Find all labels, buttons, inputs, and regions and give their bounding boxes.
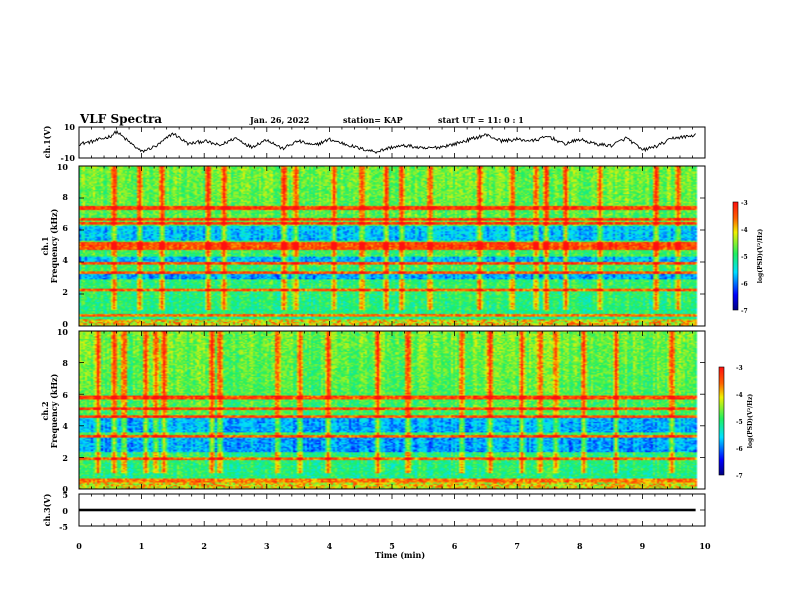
ch3-waveform-ticks	[78, 493, 706, 527]
ch2-spectrogram-ylabel-frequency: Frequency (kHz)	[49, 373, 59, 448]
time-tick-5: 5	[389, 541, 395, 551]
time-axis-tick-labels: 0 1 2 3 4 5 6 7 8 9 10	[76, 541, 711, 551]
ch1-cb-tick-m5: -5	[741, 254, 748, 261]
station-label: station= KAP	[343, 115, 403, 125]
start-time-label: start UT = 11: 0 : 1	[438, 115, 524, 125]
ch2-freq-tick-6: 6	[62, 390, 68, 400]
ch1-freq-tick-8: 8	[62, 192, 68, 202]
ch2-colorbar: -3 -4 -5 -6 -7 log(PSD)(V²/Hz)	[718, 365, 754, 480]
time-tick-4: 4	[327, 541, 333, 551]
time-tick-0: 0	[76, 541, 82, 551]
ch1-ytick-bottom: -10	[61, 153, 76, 163]
ch1-cb-tick-m3: -3	[741, 200, 748, 207]
time-tick-9: 9	[640, 541, 646, 551]
ch2-cb-tick-m7: -7	[736, 473, 743, 480]
ch2-freq-tick-10: 10	[57, 327, 69, 337]
ch1-spectrogram-ylabel-frequency: Frequency (kHz)	[49, 208, 59, 283]
ch1-freq-tick-4: 4	[62, 255, 68, 265]
ch2-freq-tick-8: 8	[62, 358, 68, 368]
ch2-spectrogram-ylabel-channel: ch.2	[40, 401, 50, 420]
ch2-cb-tick-m3: -3	[736, 365, 743, 372]
ch3-ytick-top: 5	[62, 490, 68, 500]
ch2-freq-tick-2: 2	[62, 453, 68, 463]
ch2-colorbar-label: log(PSD)(V²/Hz)	[747, 394, 754, 449]
ch1-colorbar-gradient	[732, 201, 739, 311]
ch1-ytick-top: 10	[64, 122, 76, 132]
ch1-waveform-series	[78, 129, 696, 154]
ch3-ytick-bottom: -5	[59, 522, 68, 532]
ch2-spectrogram-image	[79, 331, 705, 489]
ch2-spectrogram-panel: 10 8 6 4 2 0 ch.2 Frequency (kHz)	[40, 327, 706, 494]
ch1-freq-tick-0: 0	[62, 319, 68, 329]
ch2-spectrogram-ticks	[78, 330, 706, 490]
time-tick-6: 6	[452, 541, 458, 551]
ch1-cb-tick-m7: -7	[741, 308, 748, 315]
ch3-waveform-ylabel: ch.3(V)	[42, 493, 52, 526]
time-axis-label: Time (min)	[375, 550, 425, 560]
ch1-freq-tick-6: 6	[62, 223, 68, 233]
ch1-waveform-ylabel: ch.1(V)	[42, 125, 52, 158]
ch3-waveform-series	[79, 508, 696, 512]
time-tick-2: 2	[201, 541, 207, 551]
ch1-spectrogram-ticks	[78, 165, 706, 327]
ch1-cb-tick-m6: -6	[741, 281, 748, 288]
ch2-freq-tick-0: 0	[62, 484, 68, 494]
ch2-cb-tick-m4: -4	[736, 392, 743, 399]
ch3-waveform-panel: 5 0 -5 ch.3(V)	[42, 490, 706, 532]
figure-title: VLF Spectra	[79, 112, 162, 126]
ch2-freq-tick-4: 4	[62, 421, 68, 431]
ch1-waveform-frame	[78, 126, 706, 159]
time-tick-3: 3	[264, 541, 270, 551]
ch1-freq-tick-2: 2	[62, 287, 68, 297]
ch2-cb-tick-m5: -5	[736, 419, 743, 426]
ch2-colorbar-gradient	[718, 366, 725, 476]
time-tick-8: 8	[577, 541, 583, 551]
ch1-waveform-x-ticks	[78, 126, 706, 159]
ch1-spectrogram-panel: 10 8 6 4 2 0 ch.1 Frequency (kHz)	[40, 162, 706, 329]
time-tick-1: 1	[139, 541, 145, 551]
ch1-spectrogram-ylabel-channel: ch.1	[40, 236, 50, 255]
ch1-colorbar: -3 -4 -5 -6 -7 log(PSD)(V²/Hz)	[732, 200, 764, 315]
ch1-colorbar-label: log(PSD)(V²/Hz)	[757, 229, 764, 284]
time-tick-10: 10	[699, 541, 711, 551]
ch1-freq-tick-10: 10	[57, 162, 69, 172]
time-tick-7: 7	[514, 541, 520, 551]
date-label: Jan. 26, 2022	[249, 115, 309, 125]
ch1-cb-tick-m4: -4	[741, 227, 748, 234]
ch1-waveform-panel: 10 -10 ch.1(V)	[42, 122, 706, 163]
ch1-spectrogram-image	[79, 166, 705, 326]
ch3-ytick-mid: 0	[62, 506, 68, 516]
ch2-cb-tick-m6: -6	[736, 446, 743, 453]
